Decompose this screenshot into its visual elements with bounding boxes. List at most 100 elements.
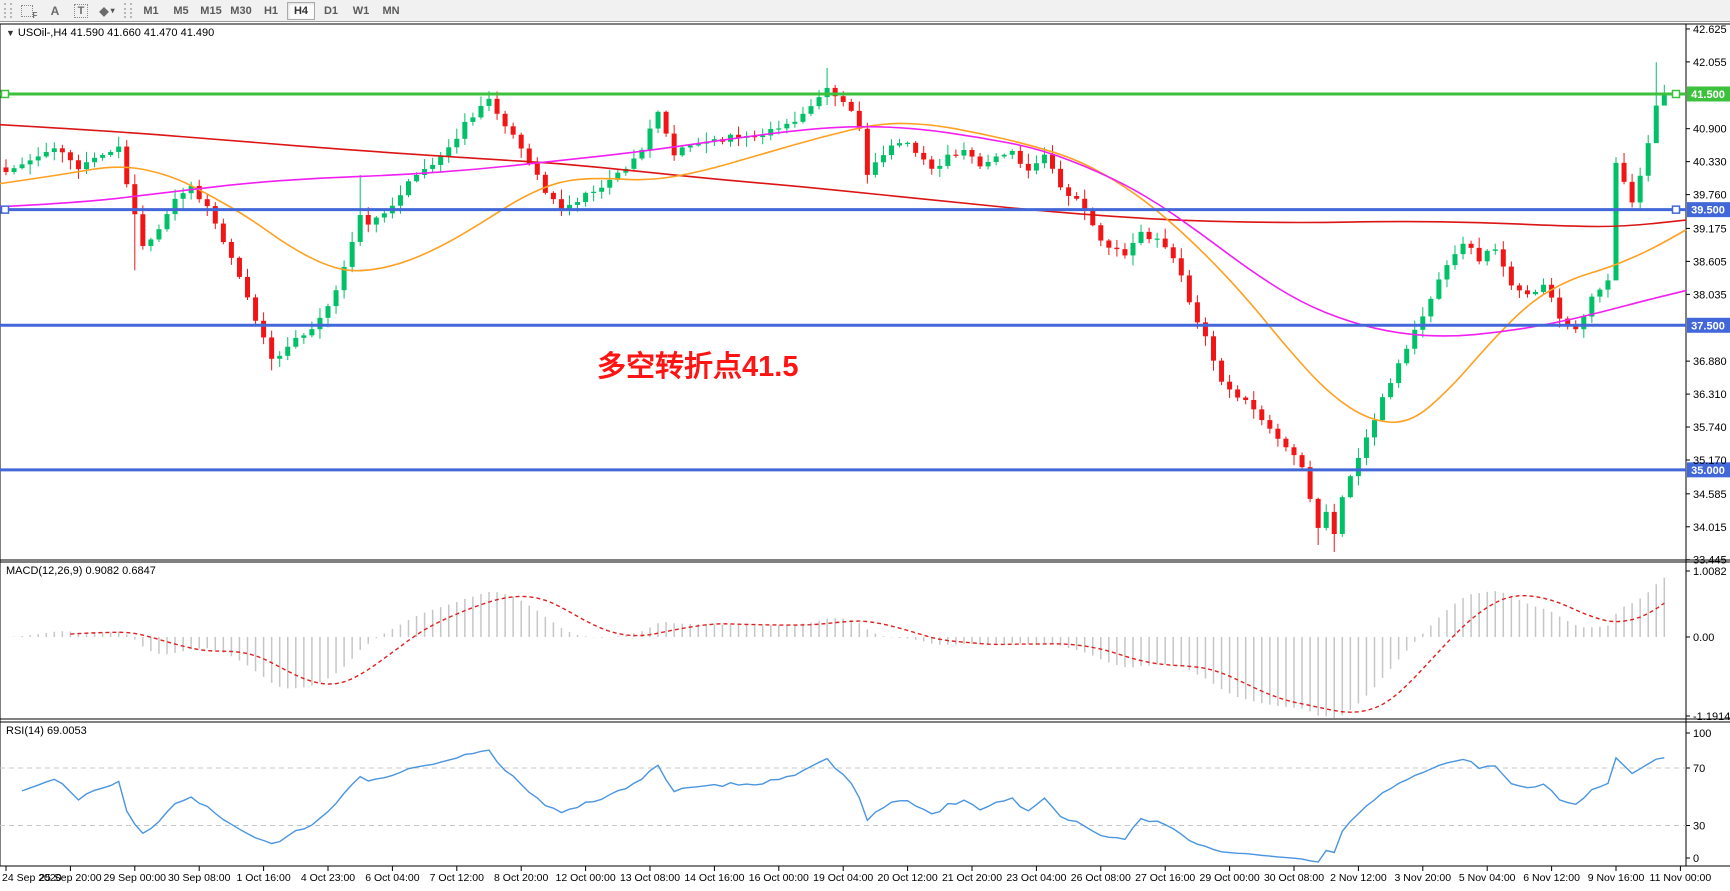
price-axis-label: 36.880 (1693, 356, 1727, 368)
candle-body (373, 217, 379, 225)
candle-body (599, 187, 605, 192)
text-tool-button[interactable]: A (50, 3, 60, 18)
candle-body (784, 123, 790, 129)
candle-body (856, 110, 862, 129)
timeframe-button-m15[interactable]: M15 (200, 4, 222, 17)
candle-body (1621, 162, 1627, 182)
candle-body (1605, 280, 1611, 290)
timeframe-button-m30[interactable]: M30 (230, 4, 252, 17)
moving-averages-layer (0, 122, 1687, 423)
hlines-layer[interactable]: 41.500 39.500 37.500 35.000 (0, 86, 1730, 478)
candle-body (1178, 258, 1184, 276)
time-axis-label: 27 Oct 16:00 (1135, 872, 1195, 884)
candle-body (1661, 94, 1667, 106)
candle-body (1098, 225, 1104, 241)
candle-body (148, 239, 154, 246)
panel-borders (0, 23, 1730, 867)
candle-body (1516, 285, 1522, 291)
candle-body (478, 105, 484, 118)
candle-body (518, 134, 524, 149)
time-axis-label: 20 Oct 12:00 (878, 872, 938, 884)
candle-body (1299, 455, 1305, 468)
candle-body (591, 191, 597, 193)
candle-body (840, 96, 846, 102)
candle-body (1162, 238, 1168, 248)
price-badge-label: 37.500 (1691, 320, 1725, 332)
price-axis-label: 39.760 (1693, 190, 1727, 202)
candle-body (1025, 163, 1031, 171)
candle-body (212, 206, 218, 224)
candle-body (1557, 297, 1563, 319)
hline-41.500[interactable]: 41.500 (0, 86, 1730, 102)
rsi-axis[interactable]: 100 70 30 0 (1686, 728, 1711, 865)
hline-39.500[interactable]: 39.500 (0, 202, 1730, 218)
candle-body (607, 179, 613, 188)
candle-body (663, 111, 669, 134)
candle-body (261, 320, 267, 338)
macd-axis[interactable]: 1.0082 0.00 -1.1914 (1686, 566, 1730, 723)
symbol-dropdown-icon[interactable]: ▼ (6, 28, 15, 38)
candle-body (245, 276, 250, 298)
candle-body (124, 146, 130, 185)
candle-body (929, 159, 935, 169)
candle-body (196, 185, 202, 200)
candle-body (1597, 289, 1603, 297)
candle-body (1291, 447, 1297, 456)
candle-body (108, 151, 114, 156)
candle-body (116, 146, 122, 152)
candle-body (961, 150, 967, 156)
candle-body (494, 98, 500, 114)
candle-body (1613, 162, 1619, 281)
time-axis-label: 29 Sep 00:00 (104, 872, 167, 884)
candle-body (75, 160, 81, 170)
candle-body (438, 156, 444, 165)
hline-35.000[interactable]: 35.000 (0, 462, 1730, 478)
price-axis[interactable]: 42.625 42.055 40.900 40.330 39.760 39.175 38.6… (1686, 24, 1727, 567)
candle-body (905, 142, 911, 144)
candle-body (325, 306, 331, 318)
candle-body (1476, 247, 1482, 262)
timeframe-button-m5[interactable]: M5 (173, 4, 189, 17)
macd-axis-label: 1.0082 (1693, 566, 1727, 578)
candle-body (1033, 163, 1039, 171)
hline-37.500[interactable]: 37.500 (0, 317, 1730, 333)
candle-body (1267, 420, 1273, 429)
time-axis-label: 1 Oct 16:00 (236, 872, 290, 884)
text-label-tool-button[interactable]: T (70, 1, 92, 21)
price-axis-label: 34.015 (1693, 522, 1727, 534)
candle-body (575, 202, 581, 205)
price-badge (1687, 462, 1730, 478)
time-axis-label: 6 Oct 04:00 (365, 872, 419, 884)
candle-body (1001, 154, 1007, 157)
rsi-title-text: RSI(14) (6, 725, 44, 737)
timeframe-button-h1[interactable]: H1 (263, 4, 279, 17)
toolbar-grip-2[interactable] (124, 3, 132, 18)
toolbar-grip[interactable] (4, 3, 12, 18)
candle-body (67, 152, 73, 161)
hline-handle (1671, 89, 1681, 99)
candle-body (1573, 325, 1579, 330)
price-axis-label: 40.330 (1693, 157, 1727, 169)
candle-body (414, 174, 420, 182)
timeframe-button-d1[interactable]: D1 (323, 4, 339, 17)
candle-body (486, 98, 492, 106)
timeframe-button-mn[interactable]: MN (382, 4, 400, 17)
price-axis-label: 42.055 (1693, 57, 1727, 69)
price-axis-label: 35.170 (1693, 455, 1727, 467)
time-axis-label: 13 Oct 08:00 (620, 872, 680, 884)
timeframe-button-w1[interactable]: W1 (352, 4, 370, 17)
annotation-text[interactable]: 多空转折点41.5 (597, 351, 799, 383)
candle-body (301, 335, 307, 338)
timeframe-button-m1[interactable]: M1 (143, 4, 159, 17)
time-axis-label: 2 Nov 12:00 (1330, 872, 1387, 884)
candle-body (35, 156, 41, 161)
timeframe-button-h4[interactable]: H4 (287, 1, 315, 20)
candle-body (969, 150, 975, 157)
candle-body (1436, 279, 1442, 299)
fibonacci-tool-button[interactable]: F (18, 1, 40, 21)
price-axis-label: 35.740 (1693, 422, 1727, 434)
arrows-tool-button[interactable]: ◆ ▾ (96, 1, 118, 21)
candle-body (897, 143, 903, 146)
candle-body (985, 161, 991, 167)
